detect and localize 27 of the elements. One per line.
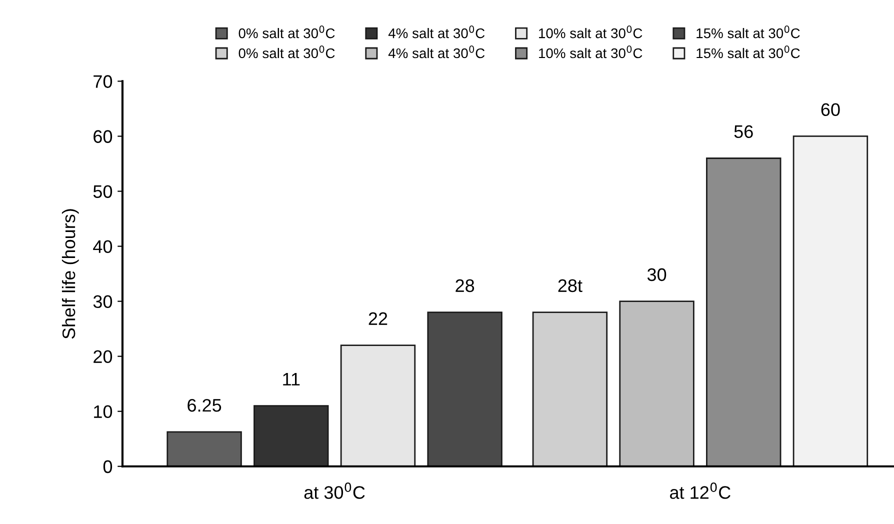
data-label: 60 [821,103,840,116]
legend-label: 0% salt at 30$^{0}$C [238,26,335,38]
legend-label: 10% salt at 30$^{0}$C [539,26,642,38]
legend-label: 4% salt at 30$^{0}$C [388,26,485,38]
legend-label: 0% salt at 30$^{0}$C [238,45,335,58]
y-tick-label: 30 [93,295,112,308]
data-label: 6.25 [188,398,222,412]
y-tick-label: 70 [94,75,112,88]
y-axis-title: Shelf life (hours) [62,209,79,339]
data-label: 11 [283,373,300,386]
x-tick-label: at 12$^{0}$C [670,482,730,499]
data-label: 30 [647,268,666,282]
x-tick-label: at 30$^{0}$C [304,482,365,499]
legend-label: 15% salt at 30$^{0}$C [696,45,800,58]
data-label: 28t [558,279,582,292]
y-tick-label: 40 [93,240,112,253]
legend-label: 4% salt at 30$^{0}$C [388,45,485,58]
y-tick-label: 60 [94,130,112,143]
legend-label: 10% salt at 30$^{0}$C [539,45,642,58]
y-tick-label: 20 [94,350,112,364]
data-label: 28 [456,279,474,292]
y-tick-label: 0 [103,460,112,474]
y-tick-label: 10 [94,405,112,418]
legend-label: 15% salt at 30$^{0}$C [696,26,800,38]
y-tick-label: 50 [93,185,112,198]
data-label: 22 [368,312,388,325]
data-label: 56 [734,125,753,138]
